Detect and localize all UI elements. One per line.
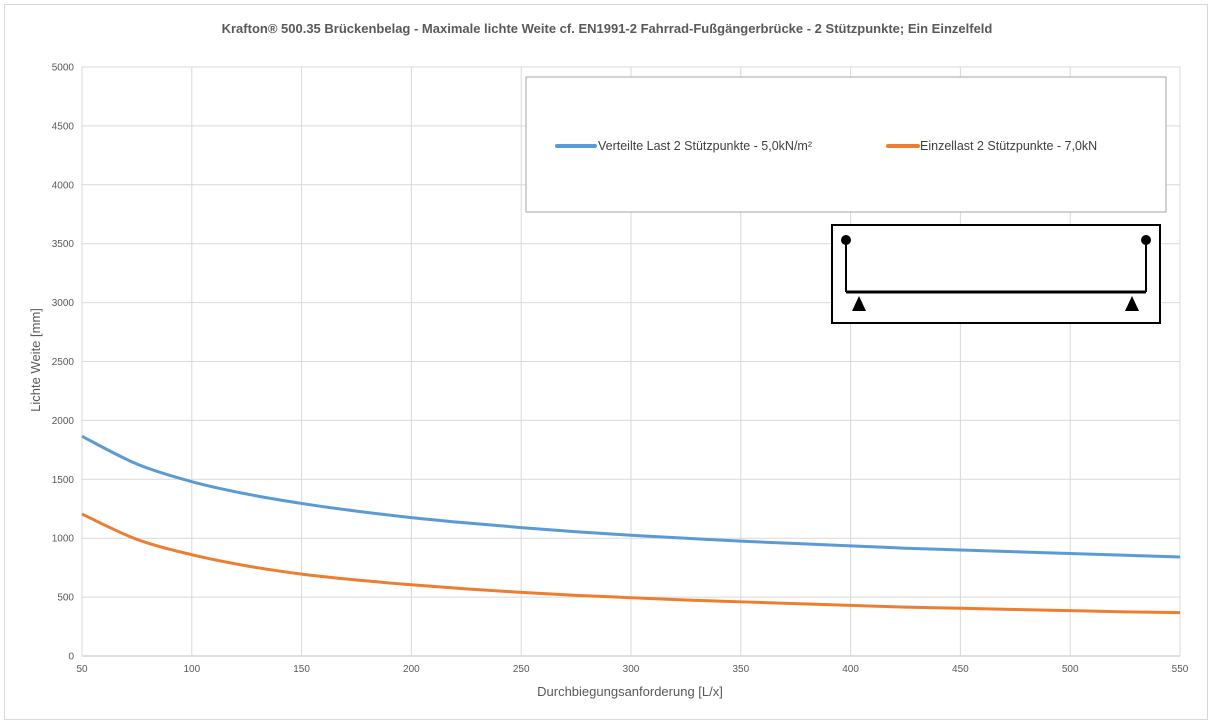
y-tick-label: 2000 bbox=[52, 416, 75, 427]
y-tick-label: 4000 bbox=[52, 180, 75, 191]
x-tick-label: 350 bbox=[732, 664, 749, 675]
x-tick-label: 300 bbox=[623, 664, 640, 675]
x-axis-title: Durchbiegungsanforderung [L/x] bbox=[537, 684, 723, 699]
y-tick-label: 0 bbox=[68, 652, 74, 663]
left-pin-icon bbox=[841, 235, 851, 245]
y-tick-label: 1500 bbox=[52, 475, 75, 486]
y-axis-ticks: 0 500 1000 1500 2000 2500 3000 3500 4000 4500 5000 bbox=[52, 63, 75, 663]
legend: Verteilte Last 2 Stützpunkte - 5,0kN/m² … bbox=[525, 76, 1167, 213]
right-pin-icon bbox=[1141, 235, 1151, 245]
x-tick-label: 250 bbox=[513, 664, 530, 675]
x-tick-label: 550 bbox=[1172, 664, 1189, 675]
legend-label-0: Verteilte Last 2 Stützpunkte - 5,0kN/m² bbox=[598, 139, 812, 153]
legend-box bbox=[525, 76, 1167, 213]
series-line-0 bbox=[81, 434, 1181, 559]
y-tick-label: 4500 bbox=[52, 121, 75, 132]
x-tick-label: 450 bbox=[952, 664, 969, 675]
x-tick-label: 500 bbox=[1062, 664, 1079, 675]
right-support-triangle-icon bbox=[1125, 296, 1139, 311]
y-tick-label: 500 bbox=[57, 593, 74, 604]
y-tick-label: 3500 bbox=[52, 239, 75, 250]
y-tick-label: 1000 bbox=[52, 534, 75, 545]
x-axis-ticks: 50 100 150 200 250 300 350 400 450 500 550 bbox=[76, 664, 1188, 675]
x-tick-label: 200 bbox=[403, 664, 420, 675]
left-support-triangle-icon bbox=[852, 296, 866, 311]
x-tick-label: 400 bbox=[842, 664, 859, 675]
x-tick-label: 50 bbox=[76, 664, 88, 675]
diagram-box bbox=[831, 224, 1161, 324]
two-support-beam-diagram bbox=[831, 224, 1161, 324]
y-tick-label: 3000 bbox=[52, 298, 75, 309]
y-tick-label: 5000 bbox=[52, 63, 75, 74]
y-axis-title: Lichte Weite [mm] bbox=[28, 308, 43, 412]
series-lines bbox=[81, 434, 1181, 615]
x-tick-label: 150 bbox=[293, 664, 310, 675]
y-tick-label: 2500 bbox=[52, 357, 75, 368]
x-tick-label: 100 bbox=[183, 664, 200, 675]
chart-title: Krafton® 500.35 Brückenbelag - Maximale … bbox=[222, 21, 993, 36]
legend-label-1: Einzellast 2 Stützpunkte - 7,0kN bbox=[920, 139, 1097, 153]
series-line-1 bbox=[81, 512, 1181, 615]
